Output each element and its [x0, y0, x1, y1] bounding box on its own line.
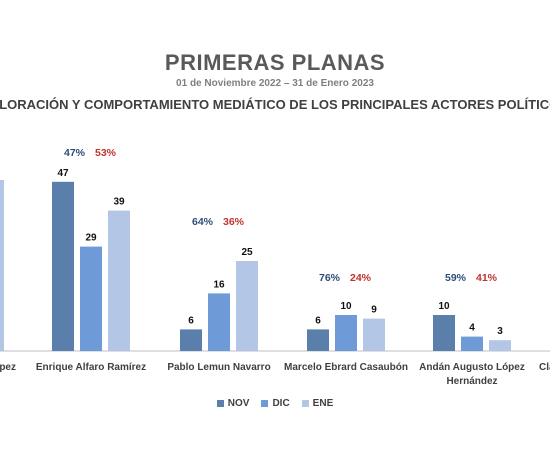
data-label-nov-2: 6 — [188, 315, 194, 326]
bar-dic-2 — [208, 293, 230, 351]
legend-swatch-ene — [301, 400, 309, 407]
legend-label-nov: NOV — [227, 398, 250, 409]
percent-positive-3: 76% — [319, 272, 341, 284]
bar-dic-4 — [461, 336, 483, 351]
bar-ene-2 — [236, 261, 258, 351]
percent-positive-1: 47% — [64, 147, 86, 159]
category-label-3: Marcelo Ebrard Casaubón — [284, 362, 408, 373]
data-label-ene-4: 3 — [497, 326, 503, 337]
chart-heading: VALORACIÓN Y COMPORTAMIENTO MEDIÁTICO DE… — [0, 97, 550, 112]
data-label-nov-1: 47 — [57, 168, 69, 179]
bar-nov-3 — [307, 329, 329, 351]
legend-item-dic: DIC — [261, 398, 290, 409]
legend: NOV DIC ENE — [0, 398, 550, 409]
chart-subtitle: 01 de Noviembre 2022 – 31 de Enero 2023 — [176, 78, 374, 89]
data-label-nov-4: 10 — [438, 301, 450, 312]
category-label-5: Cla — [539, 362, 550, 373]
bar-dic-3 — [335, 315, 357, 351]
data-label-ene-3: 9 — [371, 305, 377, 316]
bar-nov-4 — [433, 315, 455, 351]
percent-negative-1: 53% — [95, 147, 117, 159]
data-label-dic-3: 10 — [340, 301, 352, 312]
data-label-nov-3: 6 — [315, 315, 321, 326]
bar-ene-4 — [489, 340, 511, 351]
data-label-ene-1: 39 — [113, 197, 125, 208]
bar-ene-3 — [363, 318, 385, 351]
percent-negative-2: 36% — [223, 216, 245, 228]
category-label-0: pez — [0, 362, 16, 373]
data-label-ene-2: 25 — [241, 247, 253, 258]
bar-edge-left — [0, 180, 4, 351]
percent-negative-3: 24% — [350, 272, 372, 284]
legend-label-dic: DIC — [272, 398, 290, 409]
bar-ene-1 — [108, 210, 130, 351]
chart-heading-text: VALORACIÓN Y COMPORTAMIENTO MEDIÁTICO DE… — [0, 97, 550, 112]
bar-nov-1 — [52, 181, 74, 351]
data-label-dic-2: 16 — [213, 279, 225, 290]
legend-item-ene: ENE — [301, 398, 334, 409]
chart-title: PRIMERAS PLANAS — [164, 50, 386, 75]
legend-swatch-dic — [261, 400, 269, 407]
data-label-dic-1: 29 — [85, 233, 97, 244]
bar-dic-1 — [80, 246, 102, 351]
percent-positive-4: 59% — [445, 272, 467, 284]
category-label-4-line2: Hernández — [446, 376, 497, 387]
legend-label-ene: ENE — [312, 398, 334, 409]
percent-negative-4: 41% — [476, 272, 498, 284]
bar-nov-2 — [180, 329, 202, 351]
percent-positive-2: 64% — [192, 216, 214, 228]
category-label-4: Andán Augusto López — [419, 362, 525, 373]
legend-swatch-nov — [216, 400, 224, 407]
category-label-2: Pablo Lemun Navarro — [167, 362, 270, 373]
category-label-1: Enrique Alfaro Ramírez — [36, 362, 146, 373]
data-label-dic-4: 4 — [469, 323, 475, 334]
legend-item-nov: NOV — [216, 398, 250, 409]
